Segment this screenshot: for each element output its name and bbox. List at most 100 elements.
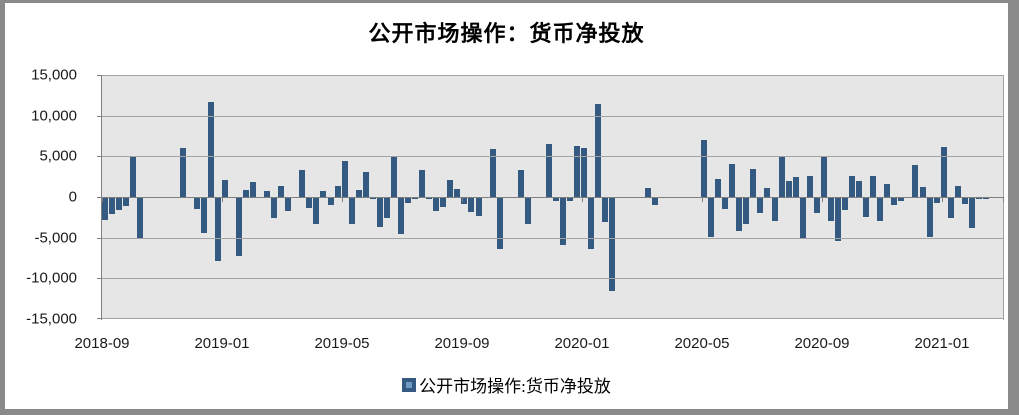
bar bbox=[651, 197, 658, 206]
y-axis-label: 0 bbox=[68, 188, 77, 206]
bar bbox=[799, 197, 806, 238]
bar bbox=[982, 197, 989, 200]
bar bbox=[475, 197, 482, 216]
bar bbox=[912, 165, 919, 197]
x-axis-label: 2021-01 bbox=[914, 335, 970, 352]
bar bbox=[722, 197, 729, 210]
bar bbox=[708, 197, 715, 237]
y-axis-label: 5,000 bbox=[39, 147, 77, 165]
bar bbox=[405, 197, 412, 204]
bar bbox=[736, 197, 743, 232]
bar bbox=[919, 186, 926, 197]
legend-label: 公开市场操作:货币净投放 bbox=[419, 377, 611, 396]
bar bbox=[764, 188, 771, 197]
bar bbox=[553, 197, 560, 202]
bar bbox=[250, 182, 256, 197]
bar bbox=[355, 189, 362, 197]
bar bbox=[588, 197, 595, 249]
bar bbox=[179, 148, 186, 197]
y-axis-tick bbox=[97, 278, 102, 280]
y-axis-tick bbox=[97, 318, 102, 319]
bar bbox=[390, 157, 397, 197]
bar bbox=[729, 163, 736, 197]
bar bbox=[461, 197, 468, 205]
bar bbox=[891, 197, 898, 206]
bar-series bbox=[102, 75, 990, 319]
bar bbox=[961, 197, 968, 204]
y-axis-tick bbox=[97, 237, 102, 239]
bar bbox=[207, 101, 214, 197]
y-axis-tick bbox=[97, 156, 102, 158]
bar bbox=[870, 175, 877, 197]
bar bbox=[468, 197, 475, 212]
x-axis-label: 2019-09 bbox=[434, 335, 490, 352]
bar bbox=[348, 197, 355, 224]
bar bbox=[785, 181, 792, 197]
bar bbox=[221, 179, 228, 197]
bar bbox=[102, 197, 108, 221]
bar bbox=[116, 197, 123, 210]
legend-marker-inner bbox=[406, 381, 413, 388]
bar bbox=[278, 186, 285, 197]
bar bbox=[341, 160, 348, 197]
x-axis-label: 2019-05 bbox=[314, 335, 370, 352]
y-axis-tick bbox=[97, 197, 102, 198]
bar bbox=[264, 191, 271, 197]
bar bbox=[123, 197, 130, 206]
x-axis-tick bbox=[702, 197, 703, 202]
bar bbox=[743, 197, 750, 224]
bar bbox=[524, 197, 531, 224]
bar bbox=[863, 197, 870, 217]
legend: 公开市场操作:货币净投放 bbox=[5, 372, 1008, 397]
x-axis-label: 2020-01 bbox=[554, 335, 610, 352]
x-axis-tick bbox=[582, 197, 583, 202]
bar bbox=[285, 197, 292, 211]
y-axis-tick bbox=[97, 75, 102, 76]
plot-area bbox=[102, 75, 1003, 319]
bar bbox=[827, 197, 834, 221]
gridline-0 bbox=[102, 197, 1003, 198]
gridline-15000 bbox=[102, 75, 1003, 76]
bar bbox=[806, 176, 813, 197]
bar bbox=[433, 197, 440, 211]
x-axis-tick bbox=[342, 197, 343, 202]
legend-marker-icon bbox=[402, 377, 417, 392]
bar bbox=[750, 168, 757, 197]
x-axis-tick bbox=[1003, 197, 1004, 202]
bar bbox=[517, 170, 524, 197]
bar bbox=[137, 197, 144, 239]
x-axis-tick bbox=[822, 197, 823, 202]
bar bbox=[242, 189, 249, 197]
bar bbox=[306, 197, 313, 208]
x-axis-label: 2019-01 bbox=[194, 335, 250, 352]
bar bbox=[877, 197, 884, 222]
bar bbox=[320, 191, 327, 197]
y-axis-tick bbox=[97, 115, 102, 117]
bar bbox=[496, 197, 503, 249]
y-axis-label: 10,000 bbox=[31, 107, 77, 125]
bar bbox=[884, 184, 891, 197]
y-axis-label: -5,000 bbox=[34, 229, 77, 247]
chart-title: 公开市场操作：货币净投放 bbox=[368, 21, 645, 46]
bar bbox=[426, 197, 433, 200]
bar bbox=[574, 146, 581, 197]
bar bbox=[581, 148, 588, 197]
gridline-5000 bbox=[102, 156, 1003, 158]
bar bbox=[757, 197, 764, 214]
bar bbox=[398, 197, 404, 235]
bar bbox=[933, 197, 940, 203]
x-axis-label: 2020-05 bbox=[674, 335, 730, 352]
bar bbox=[898, 197, 905, 202]
gridline--10000 bbox=[102, 278, 1003, 280]
bar bbox=[778, 155, 785, 197]
bar bbox=[362, 172, 369, 197]
bar bbox=[327, 197, 334, 206]
bar bbox=[235, 197, 242, 257]
bar bbox=[701, 140, 708, 197]
bar bbox=[820, 155, 827, 197]
gridline--5000 bbox=[102, 237, 1003, 239]
bar bbox=[792, 177, 799, 197]
bar bbox=[849, 175, 856, 197]
bar bbox=[489, 149, 496, 197]
